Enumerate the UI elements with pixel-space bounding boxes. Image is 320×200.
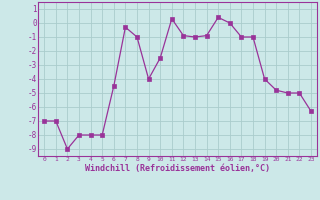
X-axis label: Windchill (Refroidissement éolien,°C): Windchill (Refroidissement éolien,°C) <box>85 164 270 173</box>
